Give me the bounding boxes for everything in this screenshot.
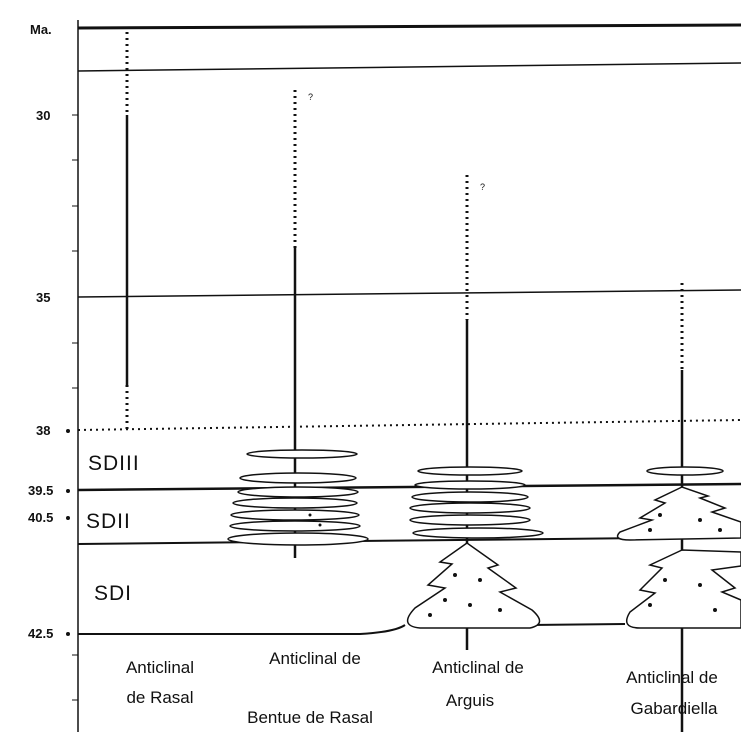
tick-dots — [66, 429, 70, 636]
tick-label: 38 — [36, 423, 50, 438]
query-mark: ? — [480, 182, 485, 192]
sequence-label: SDII — [86, 510, 131, 533]
sequence-label: SDI — [94, 582, 132, 605]
tick-label: 40.5 — [28, 510, 53, 525]
diagram: Ma. 30 35 38 39.5 40.5 42.5 SDIII SDII S… — [0, 0, 741, 732]
column-label: Anticlinal — [126, 658, 194, 677]
sequence-label: SDIII — [88, 452, 140, 475]
lens — [647, 467, 723, 475]
axis-title: Ma. — [30, 22, 52, 37]
tick-label: 42.5 — [28, 626, 53, 641]
column-label: de Rasal — [126, 688, 193, 707]
tick-label: 39.5 — [28, 483, 53, 498]
lenses — [228, 450, 368, 545]
tick-label: 35 — [36, 290, 50, 305]
column-label: Gabardiella — [631, 699, 718, 718]
column-label: Anticlinal de — [269, 649, 361, 668]
tick-label: 30 — [36, 108, 50, 123]
column-label: Arguis — [446, 691, 494, 710]
lenses — [410, 467, 543, 538]
column-label: Bentue de Rasal — [247, 708, 373, 727]
column-label: Anticlinal de — [432, 658, 524, 677]
query-mark: ? — [308, 92, 313, 102]
fan-body — [618, 487, 741, 540]
fan-body — [627, 550, 741, 628]
column-label: Anticlinal de — [626, 668, 718, 687]
axis-ticks — [72, 115, 78, 700]
fan-body — [408, 543, 540, 628]
time-lines — [78, 25, 741, 634]
